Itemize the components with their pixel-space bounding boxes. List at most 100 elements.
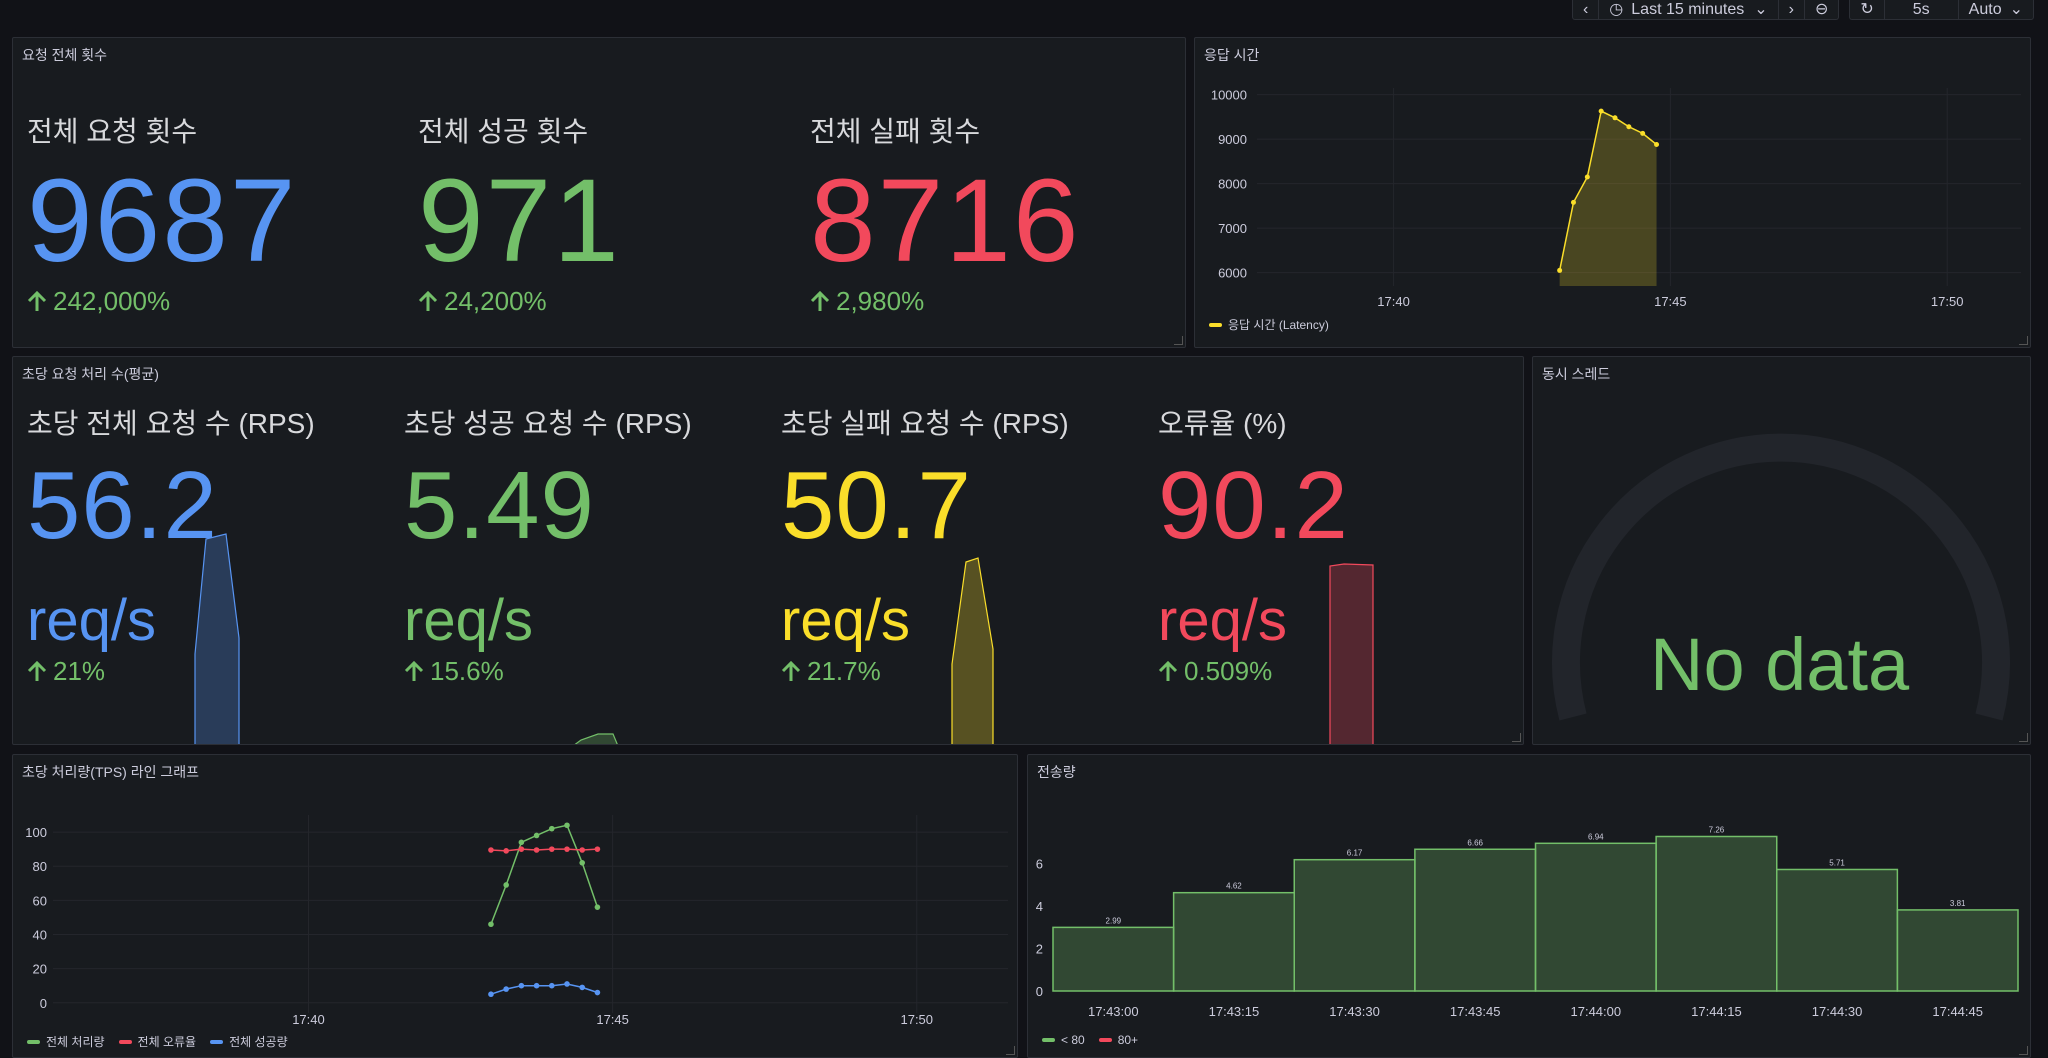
tps-point: [579, 984, 586, 991]
panel-resize-handle[interactable]: [1173, 335, 1183, 345]
stat-total-requests: 전체 요청 횟수 9687 242,000%: [27, 110, 298, 317]
y-tick-label: 0: [40, 996, 47, 1011]
zoom-out-button[interactable]: ⊖: [1803, 0, 1838, 20]
tps-point: [488, 991, 494, 998]
latency-point: [1640, 130, 1646, 136]
legend-label: 전체 오류율: [137, 1035, 197, 1049]
tps-point: [548, 825, 555, 832]
stat-label: 초당 성공 요청 수 (RPS): [404, 408, 692, 439]
panel-transfer: 전송량 0 2 4 6 2.99 17:43:00 4.62 17:43:15 6.17 17:4…: [1027, 754, 2031, 1058]
panel-title: 전송량: [1037, 764, 1076, 780]
transfer-chart: 0 2 4 6 2.99 17:43:00 4.62 17:43:15 6.17 17:43:30…: [1036, 825, 2019, 1019]
tps-point: [488, 921, 494, 928]
tps-point: [533, 982, 540, 989]
legend-label: 80+: [1117, 1033, 1139, 1047]
refresh-group: ↻ 5s Auto ⌄: [1849, 0, 2034, 20]
transfer-bar: [1414, 848, 1537, 992]
tps-point: [594, 846, 601, 852]
tps-point: [579, 859, 586, 866]
legend-label: 전체 처리량: [46, 1035, 105, 1049]
stat-value: 5.49: [404, 452, 595, 559]
stat-value: 50.7: [781, 452, 972, 559]
tps-point: [518, 982, 525, 989]
legend-label: 응답 시간 (Latency): [1228, 318, 1329, 332]
stat-unit: req/s: [1158, 588, 1287, 653]
y-tick-label: 60: [33, 893, 47, 908]
tps-point: [594, 989, 601, 996]
time-back-button[interactable]: ‹: [1573, 0, 1598, 20]
panel-title: 요청 전체 횟수: [22, 47, 108, 63]
panel-resize-handle[interactable]: [2018, 335, 2028, 345]
auto-label: Auto: [1968, 1, 2002, 18]
panel-resize-handle[interactable]: [2018, 732, 2028, 742]
panel-resize-handle[interactable]: [1005, 1045, 1015, 1055]
time-forward-button[interactable]: ›: [1777, 0, 1804, 20]
tps-point: [533, 847, 540, 853]
bar-value-label: 3.81: [1950, 899, 1966, 908]
x-tick-label: 17:45: [1654, 294, 1687, 309]
x-tick-label: 17:45: [596, 1012, 629, 1027]
time-range-picker[interactable]: ◷ Last 15 minutes ⌄: [1598, 0, 1777, 20]
legend-item[interactable]: 전체 오류율: [118, 1033, 197, 1050]
dashboard-toolbar: ‹ ◷ Last 15 minutes ⌄ › ⊖ ↻ 5s Auto ⌄: [1571, 0, 2034, 20]
legend-label: < 80: [1061, 1033, 1085, 1047]
tps-point: [564, 822, 570, 829]
x-tick-label: 17:44:15: [1691, 1004, 1742, 1019]
x-tick-label: 17:43:45: [1450, 1004, 1501, 1019]
stat-value: 90.2: [1158, 452, 1349, 559]
tps-chart: 0 20 40 60 80 100 17:40 17:45 17:50: [25, 815, 1008, 1027]
stat-label: 초당 전체 요청 수 (RPS): [27, 408, 315, 439]
stat-delta: 21%: [27, 656, 315, 687]
y-tick-label: 2: [1036, 941, 1043, 956]
legend-item[interactable]: 전체 처리량: [27, 1033, 105, 1050]
stat-delta-value: 242,000%: [53, 286, 171, 316]
latency-chart: 6000 7000 8000 9000 10000 17:40 17:45 17:50: [1211, 88, 2021, 309]
legend-swatch: [1209, 322, 1222, 327]
latency-point: [1598, 108, 1604, 114]
latency-line: [1558, 110, 1658, 271]
x-tick-label: 17:43:15: [1209, 1004, 1260, 1019]
panel-resize-handle[interactable]: [2018, 1045, 2028, 1055]
tps-point: [564, 981, 570, 987]
gauge-track: [1552, 433, 2010, 721]
stat-delta-value: 0.509%: [1184, 656, 1273, 686]
stat-rps-0: 초당 전체 요청 수 (RPS) 56.2 req/s 21%: [27, 402, 315, 687]
tps-point: [518, 846, 525, 852]
x-tick-label: 17:44:30: [1812, 1004, 1863, 1019]
stat-value: 9687: [27, 155, 298, 287]
x-tick-label: 17:40: [292, 1012, 325, 1027]
stat-delta-value: 2,980%: [836, 286, 925, 316]
stat-delta: 242,000%: [27, 286, 298, 317]
y-tick-label: 6: [1036, 856, 1043, 871]
stat-delta: 24,200%: [418, 286, 621, 317]
y-tick-label: 4: [1036, 899, 1043, 914]
legend-swatch: [1098, 1038, 1112, 1042]
refresh-interval[interactable]: 5s: [1883, 0, 1958, 20]
stat-delta-value: 21.7%: [807, 656, 881, 686]
stat-unit: req/s: [781, 588, 910, 653]
arrow-up-icon: [27, 290, 47, 311]
legend-item[interactable]: 전체 성공량: [210, 1033, 288, 1050]
stat-rps-1: 초당 성공 요청 수 (RPS) 5.49 req/s 15.6%: [404, 402, 692, 687]
x-tick-label: 17:43:30: [1329, 1004, 1380, 1019]
latency-point: [1557, 267, 1563, 273]
x-tick-label: 17:44:45: [1932, 1004, 1983, 1019]
legend-item[interactable]: 80+: [1098, 1033, 1139, 1047]
legend-item[interactable]: < 80: [1042, 1033, 1085, 1047]
legend-swatch: [210, 1039, 224, 1044]
latency-point: [1612, 115, 1618, 121]
arrow-up-icon: [781, 660, 801, 681]
x-tick-label: 17:43:00: [1088, 1004, 1139, 1019]
auto-refresh-picker[interactable]: Auto ⌄: [1957, 0, 2033, 20]
refresh-button[interactable]: ↻: [1850, 0, 1883, 20]
rps-sparkline: [1329, 563, 1374, 744]
legend-item[interactable]: 응답 시간 (Latency): [1209, 316, 1329, 333]
chart-legend: < 80 80+: [1042, 1033, 1138, 1047]
time-range-label: Last 15 minutes: [1631, 1, 1745, 18]
panel-resize-handle[interactable]: [1511, 732, 1521, 742]
panel-title: 동시 스레드: [1542, 366, 1611, 382]
stat-label: 전체 실패 횟수: [810, 116, 981, 147]
rps-sparkline: [194, 533, 240, 744]
latency-point: [1584, 174, 1590, 180]
chart-legend: 응답 시간 (Latency): [1209, 316, 1329, 333]
